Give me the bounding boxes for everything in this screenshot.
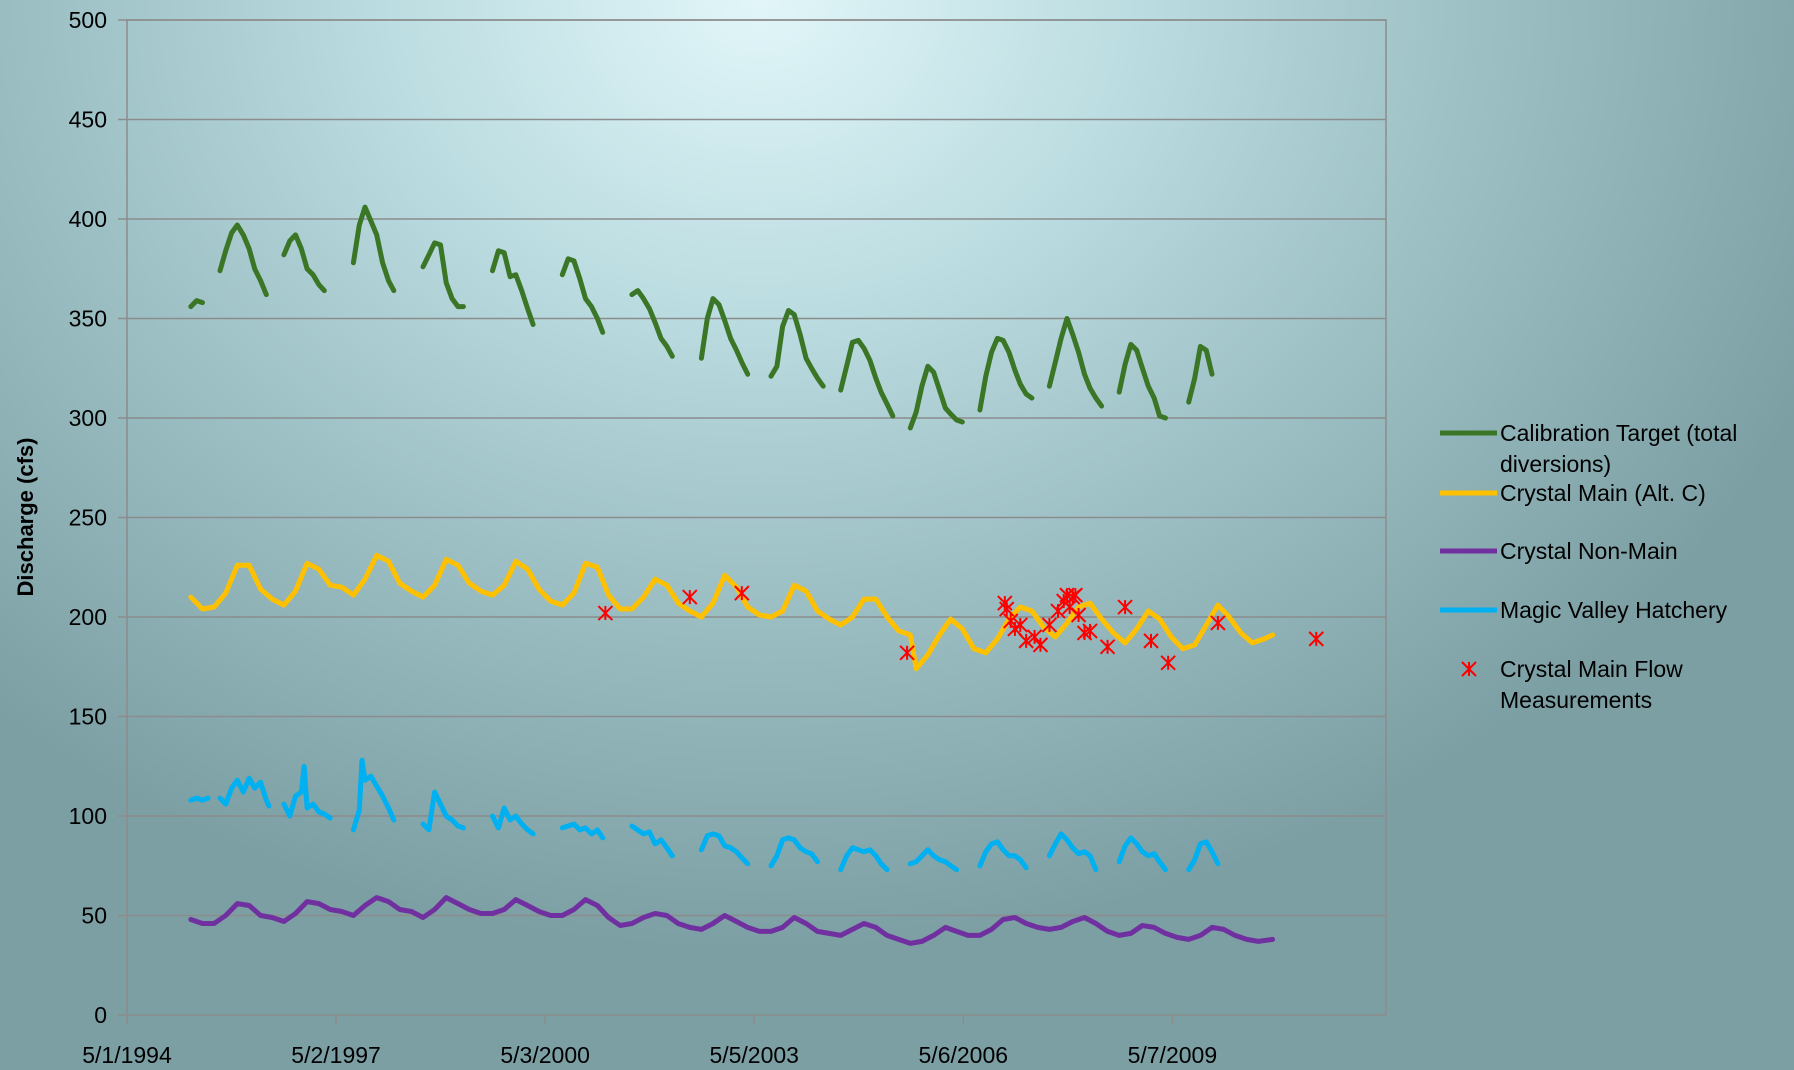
x-tick-label: 5/5/2003	[709, 1042, 799, 1068]
y-tick-label: 500	[69, 7, 107, 33]
legend-label: Crystal Non-Main	[1500, 538, 1678, 564]
y-tick-label: 350	[69, 306, 107, 332]
measurement-marker	[1032, 637, 1049, 653]
x-tick-label: 5/6/2006	[919, 1042, 1009, 1068]
magic-valley-hatchery-line-segment	[838, 845, 890, 873]
y-axis-tick-labels: 0 50 100 150 200 250 300 350 400 450 500	[69, 7, 107, 1028]
measurement-marker	[597, 605, 614, 621]
magic-valley-hatchery-line-segment	[1186, 839, 1221, 873]
calibration-target-total-diversions-series	[188, 204, 1215, 431]
calibration-target-total-diversions-line-segment	[629, 288, 675, 359]
magic-valley-hatchery-line-segment	[350, 757, 397, 833]
y-tick-label: 200	[69, 604, 107, 630]
calibration-target-total-diversions-line-segment	[1046, 316, 1105, 409]
calibration-target-total-diversions-line-segment	[350, 204, 397, 294]
plot-area-frame	[126, 19, 1387, 1016]
crystal-non-main-series	[188, 895, 1276, 946]
legend-item-crystal-main-flow-measurements: Crystal Main Flow Measurements	[1461, 656, 1683, 713]
magic-valley-hatchery-line-segment	[977, 839, 1029, 871]
calibration-target-total-diversions-line-segment	[768, 308, 826, 389]
magic-valley-hatchery-line-segment	[420, 789, 466, 833]
legend-item-magic-valley-hatchery: Magic Valley Hatchery	[1440, 597, 1728, 623]
measurement-marker	[1308, 631, 1324, 647]
legend-label: Calibration Target (total diversions)	[1500, 420, 1737, 477]
calibration-target-total-diversions-line-segment	[217, 222, 269, 298]
legend-item-crystal-non-main: Crystal Non-Main	[1440, 538, 1678, 564]
crystal-main-alt-c-series	[188, 552, 1276, 672]
measurement-marker	[1210, 615, 1226, 631]
measurement-marker	[1018, 633, 1034, 649]
measurement-marker	[1082, 623, 1098, 639]
crystal-non-main-line-segment	[188, 895, 1276, 946]
y-tick-label: 150	[69, 704, 107, 730]
measurement-marker	[1026, 629, 1043, 645]
magic-valley-hatchery-line-segment	[217, 775, 272, 809]
legend: Calibration Target (total diversions) Crys…	[1440, 420, 1737, 713]
measurement-marker	[734, 585, 750, 601]
calibration-target-total-diversions-line-segment	[907, 363, 965, 431]
legend-marker	[1461, 661, 1477, 677]
magic-valley-hatchery-line-segment	[907, 847, 960, 873]
calibration-target-total-diversions-line-segment	[188, 298, 205, 310]
legend-item-crystal-main-alt-c: Crystal Main (Alt. C)	[1440, 480, 1706, 506]
calibration-target-total-diversions-line-segment	[698, 296, 751, 377]
magic-valley-hatchery-line-segment	[559, 821, 606, 841]
y-tick-label: 250	[69, 505, 107, 531]
y-axis-title: Discharge (cfs)	[13, 438, 38, 597]
magic-valley-hatchery-line-segment	[188, 795, 211, 803]
magic-valley-hatchery-line-segment	[1046, 831, 1099, 873]
legend-label: Crystal Main (Alt. C)	[1500, 480, 1706, 506]
measurement-marker	[1070, 607, 1087, 623]
measurement-marker	[899, 645, 915, 661]
magic-valley-hatchery-line-segment	[1116, 835, 1168, 873]
measurement-marker	[1099, 639, 1116, 655]
measurement-marker	[1012, 617, 1028, 633]
magic-valley-hatchery-series	[188, 757, 1221, 873]
calibration-target-total-diversions-line-segment	[977, 335, 1035, 413]
y-tick-label: 0	[94, 1002, 107, 1028]
calibration-target-total-diversions-line-segment	[1116, 341, 1168, 421]
measurement-marker	[1160, 655, 1176, 671]
magic-valley-hatchery-line-segment	[490, 805, 536, 837]
y-tick-label: 450	[69, 107, 107, 133]
measurement-marker	[1067, 587, 1084, 603]
y-tick-label: 50	[81, 903, 107, 929]
calibration-target-total-diversions-line-segment	[420, 240, 466, 310]
calibration-target-total-diversions-line-segment	[559, 256, 606, 335]
measurement-marker	[999, 601, 1015, 617]
magic-valley-hatchery-line-segment	[698, 831, 751, 867]
x-tick-label: 5/2/1997	[291, 1042, 381, 1068]
y-tick-label: 400	[69, 206, 107, 232]
series-layer	[188, 204, 1324, 946]
y-tick-label: 100	[69, 803, 107, 829]
calibration-target-total-diversions-line-segment	[1186, 343, 1215, 405]
measurement-marker	[1041, 617, 1058, 633]
legend-label: Crystal Main Flow Measurements	[1500, 656, 1683, 713]
calibration-target-total-diversions-line-segment	[838, 337, 896, 419]
measurement-marker	[1143, 633, 1159, 649]
gridlines	[118, 19, 1386, 1024]
y-tick-label: 300	[69, 405, 107, 431]
x-tick-label: 5/3/2000	[500, 1042, 590, 1068]
magic-valley-hatchery-line-segment	[629, 823, 675, 859]
legend-label: Magic Valley Hatchery	[1500, 597, 1728, 623]
magic-valley-hatchery-line-segment	[281, 763, 333, 821]
crystal-main-flow-measurements-series	[597, 585, 1324, 671]
x-tick-label: 5/1/1994	[82, 1042, 172, 1068]
x-axis-tick-labels: 5/1/1994 5/2/1997 5/3/2000 5/5/2003 5/6/2006…	[82, 1042, 1217, 1068]
crystal-main-alt-c-line-segment	[188, 552, 1276, 672]
legend-item-calibration-target-total-diversions: Calibration Target (total diversions)	[1440, 420, 1737, 477]
calibration-target-total-diversions-line-segment	[490, 248, 536, 327]
magic-valley-hatchery-line-segment	[768, 835, 820, 869]
x-tick-label: 5/7/2009	[1128, 1042, 1218, 1068]
measurement-marker	[1117, 599, 1133, 615]
measurement-marker	[682, 589, 698, 605]
calibration-target-total-diversions-line-segment	[281, 232, 327, 294]
